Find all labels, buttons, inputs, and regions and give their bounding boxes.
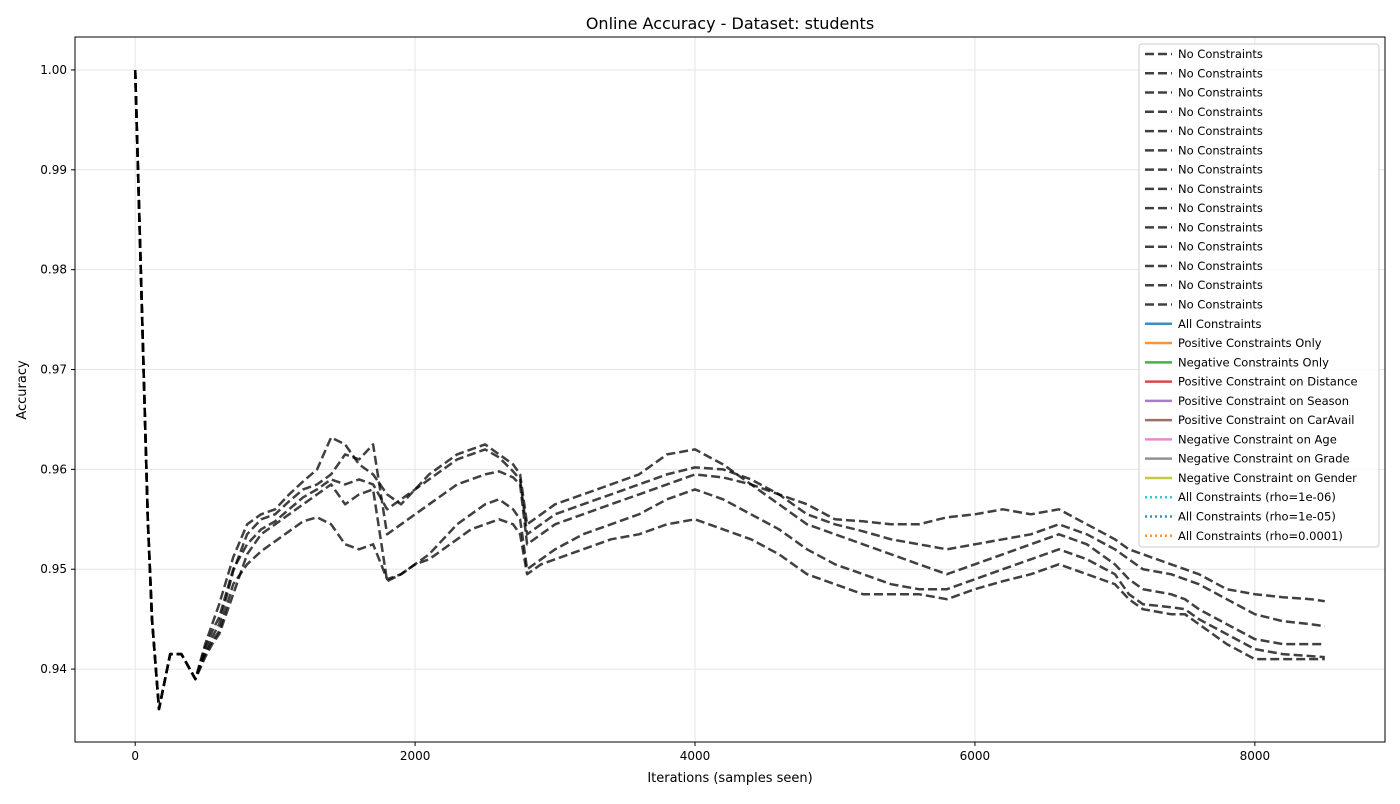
- legend-label: All Constraints (rho=1e-06): [1178, 490, 1336, 504]
- legend-label: Positive Constraint on CarAvail: [1178, 413, 1355, 427]
- series-lines: [133, 69, 1325, 711]
- legend-label: Positive Constraint on Distance: [1178, 375, 1358, 389]
- legend-label: Negative Constraint on Age: [1178, 432, 1337, 446]
- legend-label: Positive Constraints Only: [1178, 336, 1322, 350]
- legend-label: All Constraints (rho=0.0001): [1178, 529, 1343, 543]
- series-line: [133, 69, 1325, 711]
- legend-box: [1138, 43, 1380, 548]
- legend-label: No Constraints: [1178, 66, 1263, 80]
- series-line: [133, 69, 1325, 711]
- legend-label: No Constraints: [1178, 278, 1263, 292]
- legend-label: No Constraints: [1178, 163, 1263, 177]
- x-tick-label: 0: [131, 749, 139, 763]
- legend-label: Negative Constraint on Gender: [1178, 471, 1357, 485]
- chart-title: Online Accuracy - Dataset: students: [586, 14, 874, 33]
- y-axis-label: Accuracy: [15, 360, 30, 420]
- legend: No Constraints No Constraints No Constrain…: [1138, 43, 1380, 548]
- series-line: [133, 69, 1325, 711]
- legend-label: No Constraints: [1178, 105, 1263, 119]
- legend-label: No Constraints: [1178, 298, 1263, 312]
- y-axis-ticks: 0.94 0.95 0.96 0.97 0.98 0.99 1.00: [40, 63, 75, 676]
- y-tick-label: 1.00: [40, 63, 67, 77]
- x-tick-label: 2000: [400, 749, 431, 763]
- y-tick-label: 0.99: [40, 163, 67, 177]
- x-tick-label: 4000: [680, 749, 711, 763]
- legend-label: No Constraints: [1178, 124, 1263, 138]
- legend-label: No Constraints: [1178, 86, 1263, 100]
- legend-label: Negative Constraint on Grade: [1178, 452, 1350, 466]
- y-tick-label: 0.94: [40, 662, 67, 676]
- legend-label: No Constraints: [1178, 47, 1263, 61]
- x-tick-label: 6000: [960, 749, 991, 763]
- legend-label: No Constraints: [1178, 240, 1263, 254]
- x-axis-ticks: 0 2000 4000 6000 8000: [131, 742, 1270, 763]
- legend-label: Positive Constraint on Season: [1178, 394, 1349, 408]
- legend-label: No Constraints: [1178, 182, 1263, 196]
- y-tick-label: 0.97: [40, 363, 67, 377]
- y-tick-label: 0.96: [40, 462, 67, 476]
- legend-label: No Constraints: [1178, 220, 1263, 234]
- legend-label: No Constraints: [1178, 201, 1263, 215]
- y-tick-label: 0.95: [40, 562, 67, 576]
- x-tick-label: 8000: [1240, 749, 1271, 763]
- legend-label: All Constraints: [1178, 317, 1262, 331]
- plot-area-frame: [74, 36, 1386, 743]
- legend-items: No Constraints No Constraints No Constrain…: [1145, 47, 1358, 543]
- legend-label: No Constraints: [1178, 143, 1263, 157]
- y-tick-label: 0.98: [40, 263, 67, 277]
- series-line: [133, 69, 1325, 711]
- legend-label: All Constraints (rho=1e-05): [1178, 509, 1336, 523]
- x-axis-label: Iterations (samples seen): [647, 771, 812, 786]
- legend-label: No Constraints: [1178, 259, 1263, 273]
- legend-label: Negative Constraints Only: [1178, 355, 1329, 369]
